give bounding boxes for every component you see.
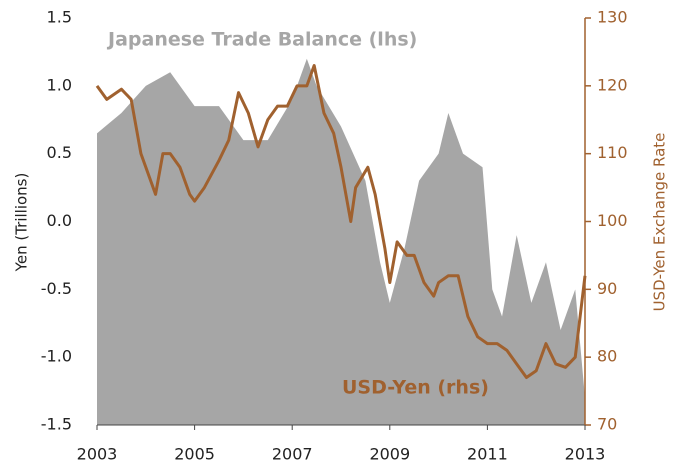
y-tick-label: -1.5 — [41, 415, 72, 434]
x-tick-label: 2003 — [77, 445, 118, 464]
x-tick-label: 2009 — [369, 445, 410, 464]
x-tick-label: 2011 — [467, 445, 508, 464]
line — [95, 63, 587, 380]
y-tick-label: -0.5 — [41, 279, 72, 298]
x-tick-label: 2005 — [174, 445, 215, 464]
y2-tick-label: 130 — [597, 8, 628, 27]
y-tick-label: 0.0 — [47, 211, 72, 230]
y2-tick-label: 70 — [597, 415, 617, 434]
y2-tick-label: 80 — [597, 347, 617, 366]
y2-tick-label: 110 — [597, 143, 628, 162]
series-label: Japanese Trade Balance (lhs) — [106, 29, 417, 51]
y-tick-label: 1.0 — [47, 75, 72, 94]
y2-tick-label: 100 — [597, 211, 628, 230]
y-tick-label: 1.5 — [47, 8, 72, 27]
y2-axis-label: USD-Yen Exchange Rate — [651, 133, 669, 312]
area — [97, 58, 585, 425]
y-tick-label: 0.5 — [47, 143, 72, 162]
series-label: USD-Yen (rhs) — [342, 377, 489, 399]
y-tick-label: -1.0 — [41, 347, 72, 366]
x-tick-label: 2007 — [272, 445, 313, 464]
y-axis-label: Yen (Trillions) — [13, 173, 31, 273]
y2-tick-label: 120 — [597, 75, 628, 94]
y2-tick-label: 90 — [597, 279, 617, 298]
x-tick-label: 2013 — [565, 445, 606, 464]
